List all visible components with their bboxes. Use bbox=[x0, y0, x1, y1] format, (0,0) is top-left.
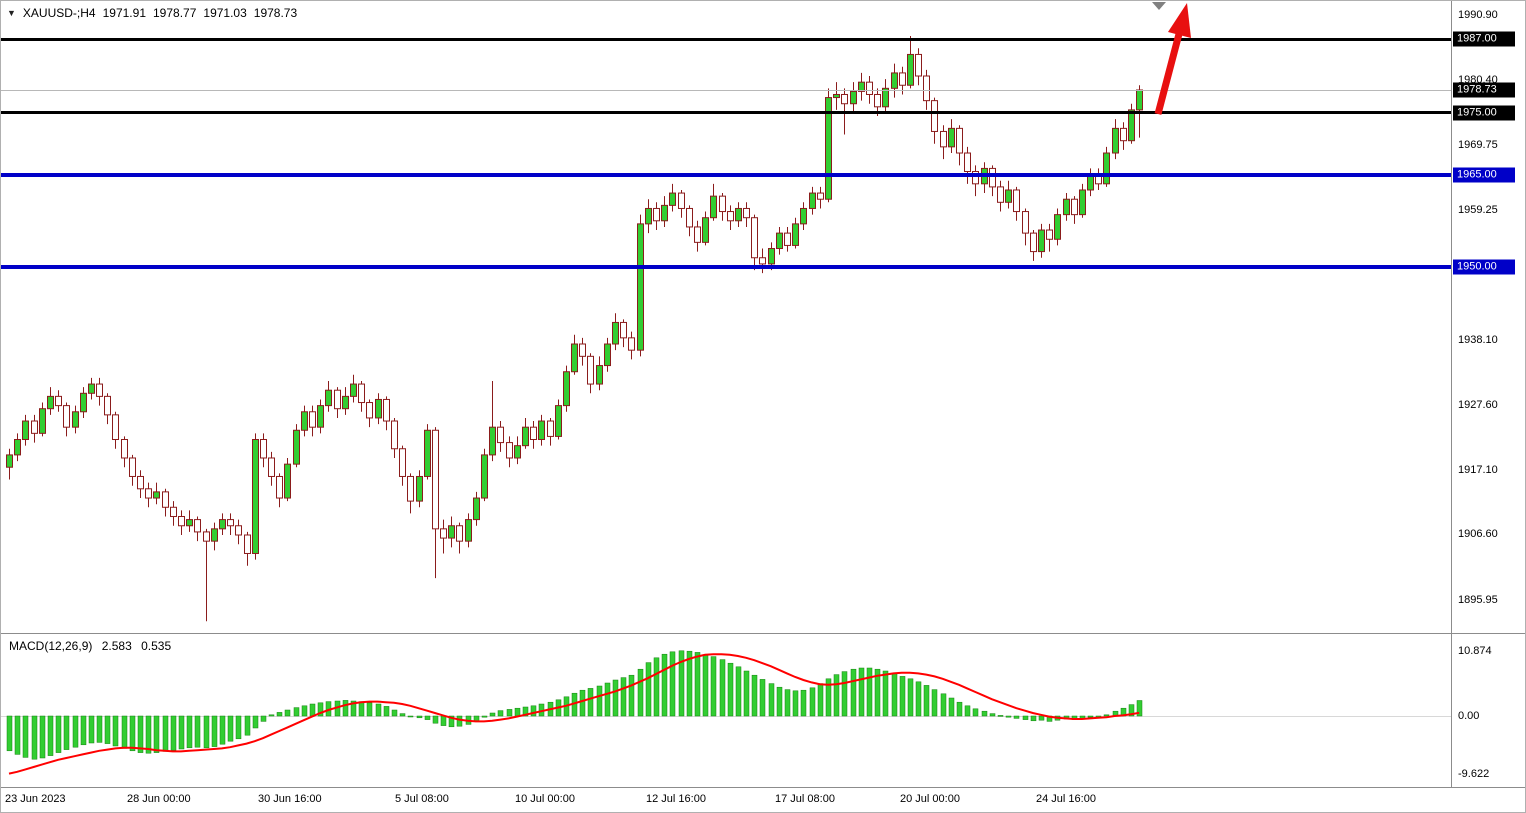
scroll-to-end-marker-icon[interactable] bbox=[1152, 2, 1166, 10]
price-axis-label: 1959.25 bbox=[1458, 204, 1498, 216]
price-axis-label: 1906.60 bbox=[1458, 528, 1498, 541]
ohlc-high-value: 1978.77 bbox=[153, 6, 197, 20]
price-axis-label: 1895.95 bbox=[1458, 593, 1498, 606]
price-line-label: 1975.00 bbox=[1453, 105, 1515, 121]
time-axis-label: 12 Jul 16:00 bbox=[646, 793, 706, 805]
symbol-info-bar: ▼ XAUUSD-;H4 1971.91 1978.77 1971.03 197… bbox=[7, 6, 297, 20]
macd-name: MACD(12,26,9) bbox=[9, 639, 93, 653]
price-axis[interactable]: 1990.90 1980.40 1969.75 1959.25 1938.10 1927.… bbox=[1453, 1, 1525, 787]
time-axis-label: 10 Jul 00:00 bbox=[515, 793, 575, 805]
macd-axis-label: 0.00 bbox=[1458, 710, 1480, 722]
macd-axis-label: -9.622 bbox=[1458, 767, 1490, 780]
macd-signal-line bbox=[8, 653, 1140, 775]
price-line-label: 1950.00 bbox=[1453, 259, 1515, 275]
price-axis-label: 1990.90 bbox=[1458, 9, 1498, 21]
macd-signal-value: 0.535 bbox=[141, 639, 172, 653]
price-line-label: 1978.73 bbox=[1453, 82, 1515, 98]
time-axis-label: 30 Jun 16:00 bbox=[258, 793, 322, 805]
macd-axis-label: 10.874 bbox=[1458, 644, 1492, 657]
ohlc-close-value: 1978.73 bbox=[253, 6, 298, 20]
macd-indicator-label: MACD(12,26,9) 2.583 0.535 bbox=[9, 639, 177, 653]
time-axis-label: 5 Jul 08:00 bbox=[395, 793, 449, 805]
horizontal-lines-layer[interactable] bbox=[1, 38, 1451, 269]
macd-main-value: 2.583 bbox=[101, 639, 132, 653]
time-axis-label: 17 Jul 08:00 bbox=[775, 793, 835, 805]
price-axis-label: 1938.10 bbox=[1458, 334, 1498, 347]
price-line-label: 1987.00 bbox=[1453, 31, 1515, 47]
symbol-timeframe-label: XAUUSD-;H4 bbox=[22, 6, 96, 20]
symbol-dropdown-icon[interactable]: ▼ bbox=[7, 7, 16, 18]
time-axis-label: 28 Jun 00:00 bbox=[127, 793, 191, 805]
price-axis-label: 1927.60 bbox=[1458, 399, 1498, 411]
price-axis-label: 1917.10 bbox=[1458, 463, 1498, 476]
time-axis-label: 23 Jun 2023 bbox=[5, 793, 66, 805]
ohlc-low-value: 1971.03 bbox=[203, 6, 247, 20]
candles-layer bbox=[6, 35, 1143, 622]
trend-arrow-annotation[interactable] bbox=[1154, 3, 1191, 115]
time-axis-label: 24 Jul 16:00 bbox=[1036, 793, 1096, 805]
ohlc-open-value: 1971.91 bbox=[102, 6, 146, 20]
macd-histogram-layer bbox=[6, 650, 1143, 760]
time-axis-label: 20 Jul 00:00 bbox=[900, 793, 960, 805]
price-line-label: 1965.00 bbox=[1453, 167, 1515, 183]
price-axis-label: 1969.75 bbox=[1458, 139, 1498, 152]
time-axis[interactable]: 23 Jun 2023 28 Jun 00:00 30 Jun 16:00 5 Jul… bbox=[1, 789, 1451, 812]
